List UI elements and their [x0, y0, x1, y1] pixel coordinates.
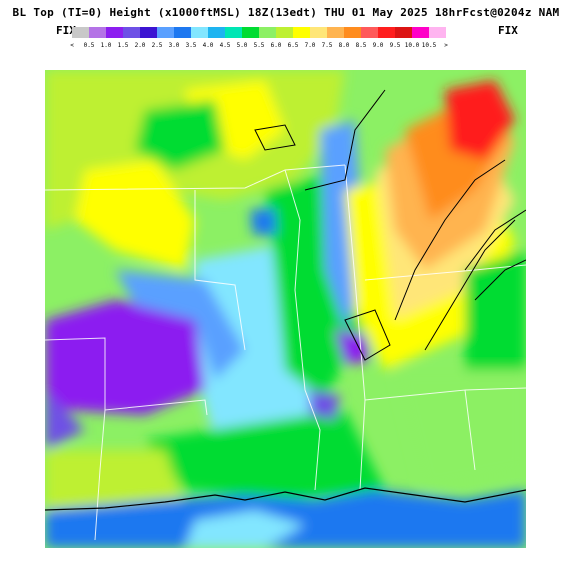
legend-swatch [140, 27, 157, 38]
legend-swatch [191, 27, 208, 38]
region-blue-west [115, 270, 245, 380]
region-ocean-gulf [45, 490, 526, 548]
legend-tick-label: < [70, 42, 74, 49]
legend-tick-label: 3.5 [185, 42, 197, 49]
legend-tick-label: 7.0 [304, 42, 316, 49]
fix-right-label: FIX [498, 24, 518, 37]
legend-swatch [395, 27, 412, 38]
height-field [45, 70, 526, 548]
legend-tick-label: 5.5 [253, 42, 265, 49]
region-light-green-southeast [395, 370, 526, 490]
legend-tick-label: 3.0 [168, 42, 180, 49]
region-blue-spot [250, 208, 277, 235]
color-legend-ticks: <0.5 1.0 1.5 2.0 2.5 3.0 3.5 4.0 4.5 5.0 5.5 6.0 6.5… [70, 42, 512, 52]
legend-swatch [293, 27, 310, 38]
region-green-upper [135, 100, 225, 170]
legend-swatch [89, 27, 106, 38]
legend-tick-label: 6.5 [287, 42, 299, 49]
legend-swatch [276, 27, 293, 38]
region-green-south [145, 410, 385, 500]
legend-tick-label: 10.5 [421, 42, 437, 49]
legend-swatch [208, 27, 225, 38]
legend-tick-label: 10.0 [404, 42, 420, 49]
legend-tick-label: 6.0 [270, 42, 282, 49]
map-title: BL Top (TI=0) Height (x1000ftMSL) 18Z(13… [12, 6, 560, 19]
legend-swatch [242, 27, 259, 38]
legend-swatch [225, 27, 242, 38]
legend-swatch [157, 27, 174, 38]
legend-swatch [412, 27, 429, 38]
region-lavender-west [45, 390, 85, 450]
region-cyan-gulf [185, 510, 305, 548]
legend-swatch [429, 27, 446, 38]
legend-tick-label: 0.5 [83, 42, 95, 49]
legend-swatch [106, 27, 123, 38]
legend-tick-label: 2.0 [134, 42, 146, 49]
gulf-coastline [45, 487, 526, 511]
legend-swatch [123, 27, 140, 38]
legend-tick-label: 8.0 [338, 42, 350, 49]
legend-swatch [72, 27, 89, 38]
legend-tick-label: 9.0 [372, 42, 384, 49]
legend-swatch [361, 27, 378, 38]
legend-tick-label: > [444, 42, 448, 49]
color-legend-bar [72, 27, 446, 38]
terrain-contours [254, 89, 526, 361]
forecast-map [45, 70, 526, 548]
legend-swatch [259, 27, 276, 38]
legend-tick-label: 7.5 [321, 42, 333, 49]
legend-tick-label: 2.5 [151, 42, 163, 49]
legend-tick-label: 1.0 [100, 42, 112, 49]
region-yellow-northwest [75, 160, 195, 270]
legend-swatch [378, 27, 395, 38]
legend-tick-label: 9.5 [389, 42, 401, 49]
region-green-east [465, 250, 526, 400]
legend-tick-label: 5.0 [236, 42, 248, 49]
region-red-northeast [445, 80, 515, 160]
legend-tick-label: 4.5 [219, 42, 231, 49]
legend-swatch [174, 27, 191, 38]
legend-tick-label: 8.5 [355, 42, 367, 49]
region-purple-spot-south [310, 390, 340, 420]
legend-tick-label: 1.5 [117, 42, 129, 49]
legend-swatch [327, 27, 344, 38]
legend-tick-label: 4.0 [202, 42, 214, 49]
fix-left-label: FIX [56, 24, 76, 37]
legend-swatch [344, 27, 361, 38]
state-boundaries [45, 164, 526, 541]
region-purple-west [45, 300, 205, 415]
legend-swatch [310, 27, 327, 38]
